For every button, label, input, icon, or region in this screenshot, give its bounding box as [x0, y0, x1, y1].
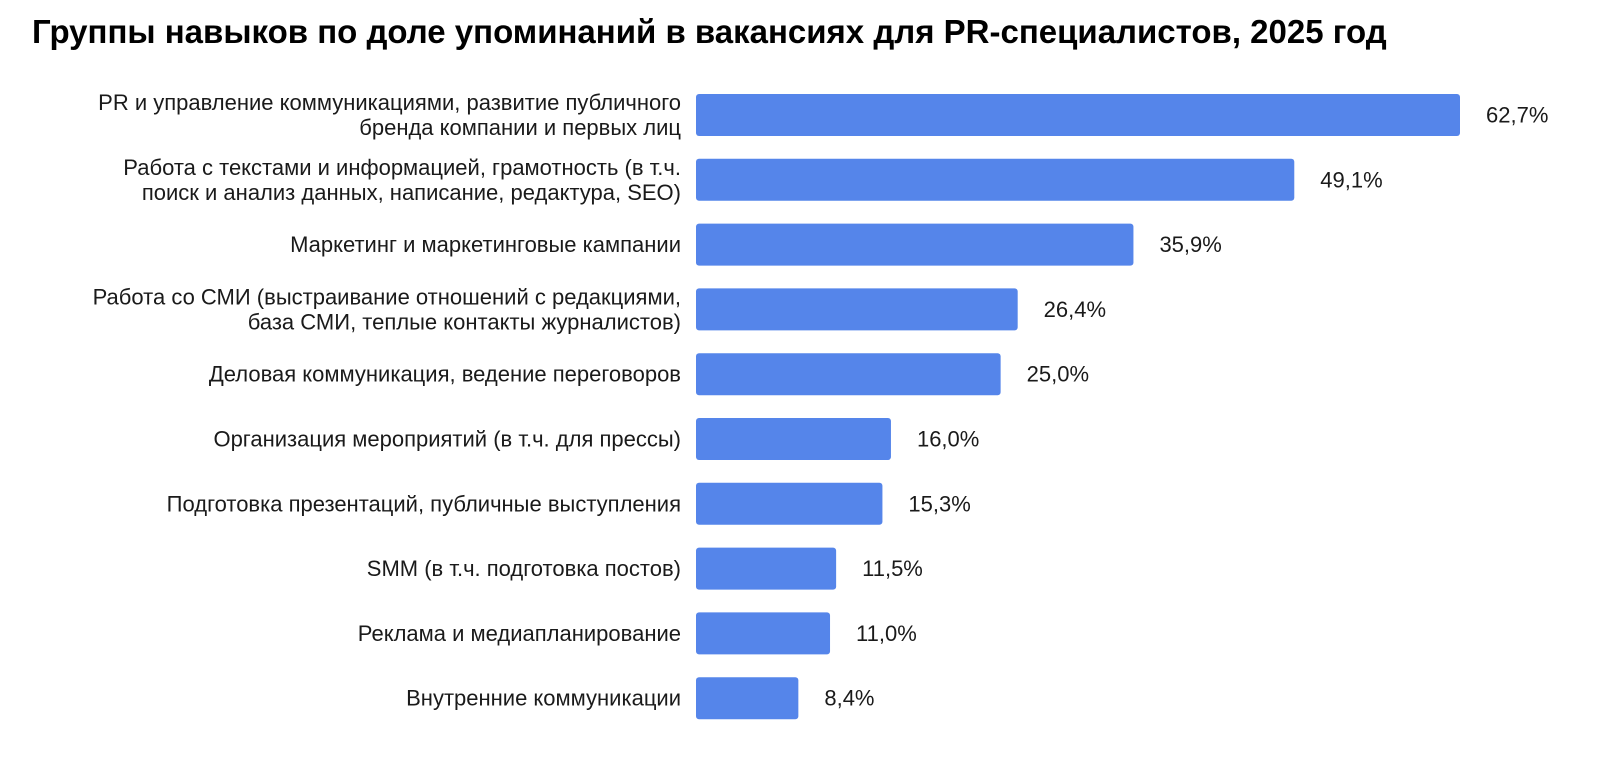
category-label-line: Реклама и медиапланирование [358, 621, 681, 646]
bar-value-label: 26,4% [1044, 297, 1106, 322]
category-label-line: поиск и анализ данных, написание, редакт… [142, 180, 681, 205]
bar [696, 223, 1134, 266]
bar [696, 547, 837, 590]
category-label: SMM (в т.ч. подготовка постов) [367, 556, 681, 581]
category-label-line: база СМИ, теплые контакты журналистов) [248, 309, 681, 334]
bar-value-label: 16,0% [917, 427, 979, 452]
category-label: Работа с текстами и информацией, грамотн… [123, 155, 681, 205]
bar [696, 418, 891, 460]
chart-title: Группы навыков по доле упоминаний в вака… [32, 13, 1387, 50]
bar [696, 158, 1295, 201]
category-label: Реклама и медиапланирование [358, 621, 681, 646]
category-label-line: PR и управление коммуникациями, развитие… [98, 90, 681, 115]
bar-value-label: 25,0% [1027, 362, 1089, 387]
category-label-line: Внутренние коммуникации [406, 686, 681, 711]
category-label-line: SMM (в т.ч. подготовка постов) [367, 556, 681, 581]
bar [696, 677, 799, 720]
category-label: Подготовка презентаций, публичные выступ… [167, 491, 681, 516]
bar [696, 612, 831, 655]
category-label-line: Деловая коммуникация, ведение переговоро… [209, 362, 681, 387]
category-label-line: Работа со СМИ (выстраивание отношений с … [93, 284, 681, 309]
category-label: Организация мероприятий (в т.ч. для прес… [213, 427, 681, 452]
bar-value-label: 62,7% [1486, 103, 1548, 128]
category-label: PR и управление коммуникациями, развитие… [98, 90, 681, 140]
category-label: Внутренние коммуникации [406, 686, 681, 711]
category-label: Маркетинг и маркетинговые кампании [290, 232, 681, 257]
category-label-line: бренда компании и первых лиц [359, 115, 681, 140]
category-label: Работа со СМИ (выстраивание отношений с … [93, 284, 681, 334]
bar [696, 288, 1018, 331]
bar-value-label: 15,3% [908, 491, 970, 516]
category-label: Деловая коммуникация, ведение переговоро… [209, 362, 681, 387]
bar-value-label: 49,1% [1320, 167, 1382, 192]
category-label-line: Подготовка презентаций, публичные выступ… [167, 491, 681, 516]
category-label-line: Работа с текстами и информацией, грамотн… [123, 155, 681, 180]
bar-value-label: 11,5% [862, 556, 923, 581]
bar [696, 482, 883, 525]
bar [696, 94, 1460, 136]
category-label-line: Организация мероприятий (в т.ч. для прес… [213, 427, 681, 452]
bar-value-label: 35,9% [1159, 232, 1221, 257]
bar [696, 353, 1001, 396]
bar-value-label: 8,4% [824, 686, 874, 711]
bar-value-label: 11,0% [856, 621, 917, 646]
category-label-line: Маркетинг и маркетинговые кампании [290, 232, 681, 257]
